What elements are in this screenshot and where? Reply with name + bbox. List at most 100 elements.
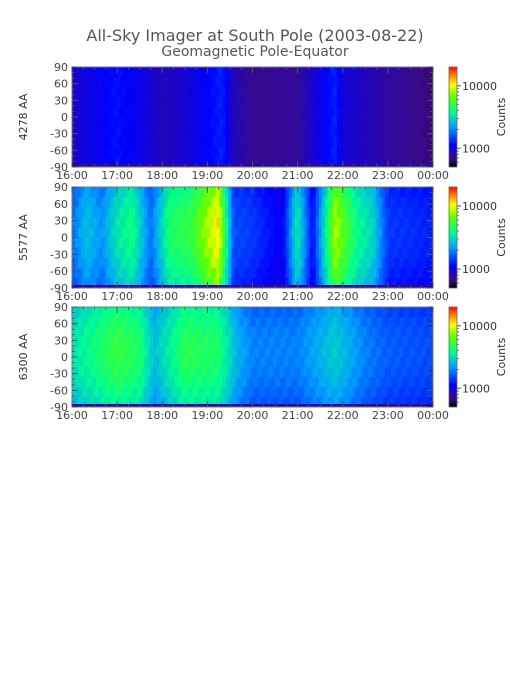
heatmap-cell: [105, 237, 109, 249]
heatmap-cell: [108, 207, 112, 218]
heatmap-cell: [189, 87, 193, 98]
heatmap-cell: [177, 267, 181, 279]
heatmap-cell: [222, 307, 227, 318]
heatmap-cell: [111, 107, 115, 118]
heatmap-cell: [183, 157, 187, 167]
x-tick-label: 20:00: [237, 290, 269, 303]
heatmap-cell: [303, 307, 308, 318]
heatmap-cell: [153, 257, 157, 269]
heatmap-cell: [234, 317, 239, 328]
heatmap-cell: [234, 67, 239, 78]
heatmap-cell: [129, 307, 133, 318]
heatmap-cell: [348, 397, 353, 407]
heatmap-cell: [180, 157, 184, 167]
heatmap-cell: [366, 87, 371, 98]
heatmap-cell: [297, 117, 302, 128]
heatmap-cell: [120, 117, 124, 128]
heatmap-cell: [72, 377, 76, 388]
heatmap-cell: [270, 347, 275, 358]
heatmap-cell: [249, 137, 254, 148]
heatmap-cell: [147, 397, 151, 407]
heatmap-cell: [99, 127, 103, 138]
heatmap-cell: [417, 217, 422, 228]
heatmap-cell: [114, 227, 118, 239]
heatmap-cell: [162, 357, 166, 368]
heatmap-cell: [369, 137, 374, 148]
heatmap-cell: [159, 337, 163, 348]
heatmap-cell: [234, 367, 239, 378]
heatmap-cell: [114, 277, 118, 288]
x-tick-label: 00:00: [417, 169, 449, 182]
heatmap-cell: [279, 377, 284, 388]
heatmap-cell: [264, 247, 269, 259]
heatmap-cell: [234, 207, 239, 218]
heatmap-cell: [381, 227, 386, 239]
heatmap-cell: [360, 157, 365, 167]
heatmap-cell: [270, 87, 275, 98]
heatmap-cell: [429, 367, 433, 378]
heatmap-cell: [339, 227, 344, 239]
heatmap-cell: [189, 197, 193, 208]
heatmap-cell: [366, 227, 371, 239]
heatmap-cell: [132, 257, 136, 269]
heatmap-cell: [273, 97, 278, 108]
heatmap-cell: [141, 347, 145, 358]
heatmap-cell: [414, 107, 419, 118]
heatmap-cell: [369, 107, 374, 118]
heatmap-cell: [291, 197, 296, 208]
heatmap-cell: [240, 87, 245, 98]
heatmap-cell: [369, 307, 374, 318]
heatmap-cell: [411, 147, 416, 158]
heatmap-cell: [324, 117, 329, 128]
heatmap-cell: [348, 277, 353, 288]
heatmap-cell: [363, 277, 368, 288]
heatmap-cell: [363, 377, 368, 388]
heatmap-cell: [81, 257, 85, 269]
heatmap-cell: [237, 307, 242, 318]
heatmap-cell: [120, 137, 124, 148]
heatmap-cell: [420, 327, 425, 338]
heatmap-cell: [87, 127, 91, 138]
heatmap-cell: [120, 397, 124, 407]
heatmap-cell: [354, 387, 359, 398]
heatmap-cell: [204, 347, 208, 358]
heatmap-cell: [321, 367, 326, 378]
heatmap-cell: [243, 197, 248, 208]
heatmap-cell: [228, 397, 233, 407]
heatmap-cell: [144, 97, 148, 108]
heatmap-cell: [336, 87, 341, 98]
heatmap-cell: [105, 307, 109, 318]
heatmap-cell: [309, 97, 314, 108]
heatmap-cell: [360, 267, 365, 279]
heatmap-cell: [420, 137, 425, 148]
heatmap-cell: [282, 347, 287, 358]
heatmap-cell: [150, 237, 154, 249]
heatmap-cell: [174, 197, 178, 208]
heatmap-cell: [297, 267, 302, 279]
heatmap-cell: [249, 317, 254, 328]
heatmap-cell: [114, 107, 118, 118]
heatmap-cell: [231, 307, 236, 318]
heatmap-cell: [111, 347, 115, 358]
heatmap-cell: [312, 147, 317, 158]
heatmap-cell: [258, 87, 263, 98]
heatmap-cell: [273, 187, 278, 198]
heatmap-cell: [270, 157, 275, 167]
heatmap-cell: [201, 127, 205, 138]
heatmap-cell: [258, 367, 263, 378]
heatmap-cell: [102, 197, 106, 208]
heatmap-cell: [318, 127, 323, 138]
heatmap-cell: [396, 87, 401, 98]
heatmap-cell: [126, 247, 130, 259]
heatmap-cell: [426, 197, 431, 208]
heatmap-cell: [294, 217, 299, 228]
heatmap-cell: [87, 147, 91, 158]
heatmap-cell: [294, 357, 299, 368]
heatmap-cell: [90, 327, 94, 338]
heatmap-cell: [81, 157, 85, 167]
heatmap-cell: [276, 377, 281, 388]
heatmap-cell: [300, 307, 305, 318]
heatmap-cell: [399, 257, 404, 269]
heatmap-cell: [285, 107, 290, 118]
heatmap-cell: [423, 267, 428, 279]
